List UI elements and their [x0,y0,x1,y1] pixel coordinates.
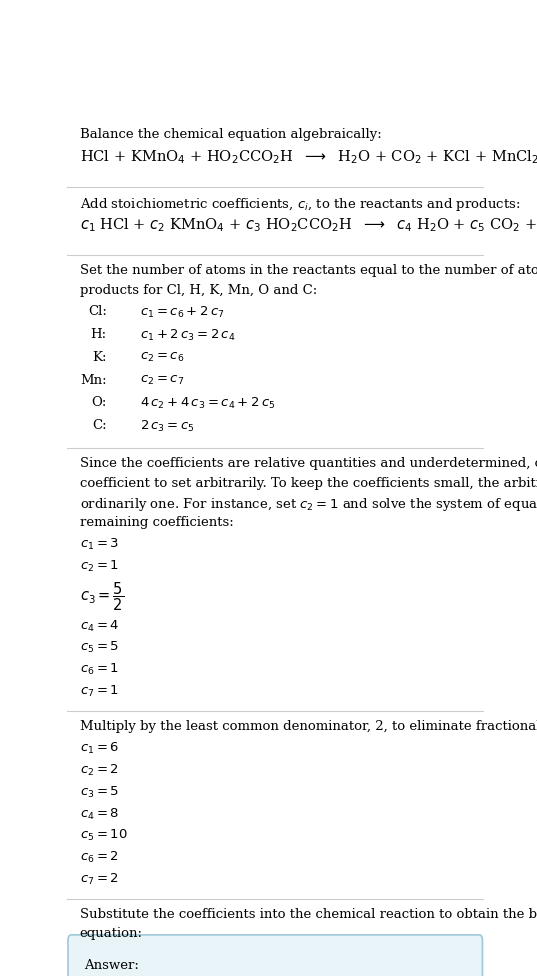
Text: $c_6 = 2$: $c_6 = 2$ [79,850,119,865]
Text: $c_2 = c_6$: $c_2 = c_6$ [140,350,184,364]
Text: $c_7 = 2$: $c_7 = 2$ [79,872,119,887]
Text: remaining coefficients:: remaining coefficients: [79,515,234,529]
Text: $2\,c_3 = c_5$: $2\,c_3 = c_5$ [140,419,194,434]
Text: $c_2 = c_7$: $c_2 = c_7$ [140,374,184,386]
Text: Mn:: Mn: [80,374,107,386]
Text: $c_4 = 8$: $c_4 = 8$ [79,806,119,822]
Text: $c_1 + 2\,c_3 = 2\,c_4$: $c_1 + 2\,c_3 = 2\,c_4$ [140,328,235,343]
Text: $c_3 = \dfrac{5}{2}$: $c_3 = \dfrac{5}{2}$ [79,581,124,613]
Text: O:: O: [91,396,107,409]
Text: $c_5 = 10$: $c_5 = 10$ [79,829,127,843]
Text: $4\,c_2 + 4\,c_3 = c_4 + 2\,c_5$: $4\,c_2 + 4\,c_3 = c_4 + 2\,c_5$ [140,396,275,412]
Text: $c_1$ HCl + $c_2$ KMnO$_4$ + $c_3$ HO$_2$CCO$_2$H  $\longrightarrow$  $c_4$ H$_2: $c_1$ HCl + $c_2$ KMnO$_4$ + $c_3$ HO$_2… [79,216,537,234]
Text: C:: C: [92,419,107,432]
Text: $c_2 = 1$: $c_2 = 1$ [79,558,119,574]
Text: $c_5 = 5$: $c_5 = 5$ [79,640,119,656]
FancyBboxPatch shape [68,935,482,976]
Text: Substitute the coefficients into the chemical reaction to obtain the balanced: Substitute the coefficients into the che… [79,908,537,920]
Text: $c_4 = 4$: $c_4 = 4$ [79,619,119,633]
Text: ordinarily one. For instance, set $c_2 = 1$ and solve the system of equations fo: ordinarily one. For instance, set $c_2 =… [79,496,537,513]
Text: Multiply by the least common denominator, 2, to eliminate fractional coefficient: Multiply by the least common denominator… [79,719,537,733]
Text: $c_7 = 1$: $c_7 = 1$ [79,684,119,699]
Text: $c_6 = 1$: $c_6 = 1$ [79,662,119,677]
Text: coefficient to set arbitrarily. To keep the coefficients small, the arbitrary va: coefficient to set arbitrarily. To keep … [79,476,537,490]
Text: Balance the chemical equation algebraically:: Balance the chemical equation algebraica… [79,129,381,142]
Text: $c_1 = 3$: $c_1 = 3$ [79,537,119,552]
Text: $c_2 = 2$: $c_2 = 2$ [79,763,119,778]
Text: $c_3 = 5$: $c_3 = 5$ [79,785,119,799]
Text: HCl + KMnO$_4$ + HO$_2$CCO$_2$H  $\longrightarrow$  H$_2$O + CO$_2$ + KCl + MnCl: HCl + KMnO$_4$ + HO$_2$CCO$_2$H $\longri… [79,148,537,166]
Text: H:: H: [91,328,107,341]
Text: $c_1 = c_6 + 2\,c_7$: $c_1 = c_6 + 2\,c_7$ [140,305,224,320]
Text: products for Cl, H, K, Mn, O and C:: products for Cl, H, K, Mn, O and C: [79,284,317,297]
Text: Set the number of atoms in the reactants equal to the number of atoms in the: Set the number of atoms in the reactants… [79,264,537,277]
Text: K:: K: [92,350,107,364]
Text: $c_1 = 6$: $c_1 = 6$ [79,741,119,756]
Text: Cl:: Cl: [88,305,107,318]
Text: equation:: equation: [79,927,143,940]
Text: Answer:: Answer: [84,958,139,972]
Text: Since the coefficients are relative quantities and underdetermined, choose a: Since the coefficients are relative quan… [79,457,537,470]
Text: Add stoichiometric coefficients, $c_i$, to the reactants and products:: Add stoichiometric coefficients, $c_i$, … [79,196,520,214]
